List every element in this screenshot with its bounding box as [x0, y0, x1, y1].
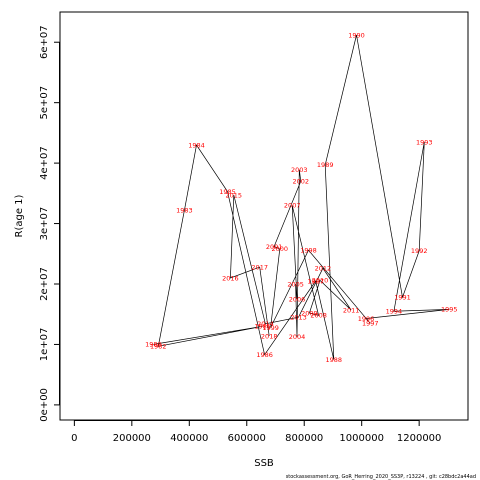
point-label-1999: 1999	[262, 324, 279, 332]
point-label-2001: 2001	[266, 243, 283, 251]
x-tick-label: 1000000	[339, 433, 384, 444]
y-tick-label: 1e+07	[39, 328, 50, 362]
point-label-2016: 2016	[222, 274, 239, 282]
point-label-2017: 2017	[251, 263, 268, 271]
point-label-2008: 2008	[310, 312, 327, 320]
point-label-1992: 1992	[411, 247, 428, 255]
y-tick-label: 5e+07	[39, 86, 50, 120]
point-label-1986: 1986	[256, 351, 273, 359]
point-label-2002: 2002	[293, 178, 310, 186]
series-path	[153, 34, 450, 360]
point-label-2000: 2000	[272, 245, 289, 253]
point-label-1984: 1984	[188, 141, 205, 149]
point-label-1980: 1980	[145, 341, 162, 349]
point-label-2018: 2018	[261, 332, 278, 340]
point-label-2011: 2011	[343, 306, 360, 314]
point-label-1994: 1994	[386, 308, 403, 316]
point-label-2013: 2013	[290, 314, 307, 322]
y-tick-label: 6e+07	[39, 25, 50, 59]
point-label-1991: 1991	[394, 294, 411, 302]
point-label-2006: 2006	[289, 295, 306, 303]
point-label-2012: 2012	[315, 265, 332, 273]
point-label-2009: 2009	[301, 309, 318, 317]
y-tick-label: 4e+07	[39, 146, 50, 180]
point-label-1985: 1985	[219, 188, 236, 196]
point-labels: 1980 1981 1982 1983 1984 1985 1986 1987 1988 1989…	[145, 31, 457, 364]
point-label-1987: 1987	[307, 277, 324, 285]
plot-frame	[59, 11, 469, 421]
x-tick-label: 200000	[113, 433, 151, 444]
point-label-1993: 1993	[416, 138, 433, 146]
point-label-2010: 2010	[312, 277, 329, 285]
point-label-1988: 1988	[326, 356, 343, 364]
point-label-2005: 2005	[287, 280, 304, 288]
point-label-2003: 2003	[291, 166, 308, 174]
y-tick-label: 2e+07	[39, 267, 50, 301]
x-tick-label: 0	[71, 433, 77, 444]
point-label-1997: 1997	[362, 320, 379, 328]
y-tick-label: 3e+07	[39, 207, 50, 241]
x-tick-label: 600000	[228, 433, 266, 444]
y-axis-title: R(age 1)	[14, 194, 25, 237]
point-label-1995: 1995	[441, 306, 458, 314]
point-label-1998: 1998	[300, 247, 317, 255]
point-label-2007: 2007	[284, 202, 301, 210]
point-label-1996: 1996	[358, 315, 375, 323]
x-axis-title: SSB	[254, 458, 274, 469]
x-tick-label: 800000	[285, 433, 323, 444]
x-tick-label: 400000	[170, 433, 208, 444]
point-label-1981: 1981	[254, 323, 271, 331]
point-label-1982: 1982	[150, 343, 167, 351]
footer-annotation: stockassessment.org, GoR_Herring_2020_SS…	[286, 474, 476, 480]
point-label-1990: 1990	[348, 31, 365, 39]
x-tick-label: 1200000	[397, 433, 442, 444]
point-label-2015: 2015	[226, 191, 243, 199]
point-label-2014: 2014	[257, 320, 274, 328]
series-line	[153, 34, 450, 360]
point-label-1989: 1989	[317, 161, 334, 169]
point-label-2004: 2004	[289, 333, 306, 341]
point-label-1983: 1983	[176, 207, 193, 215]
y-tick-label: 0e+00	[39, 388, 50, 422]
